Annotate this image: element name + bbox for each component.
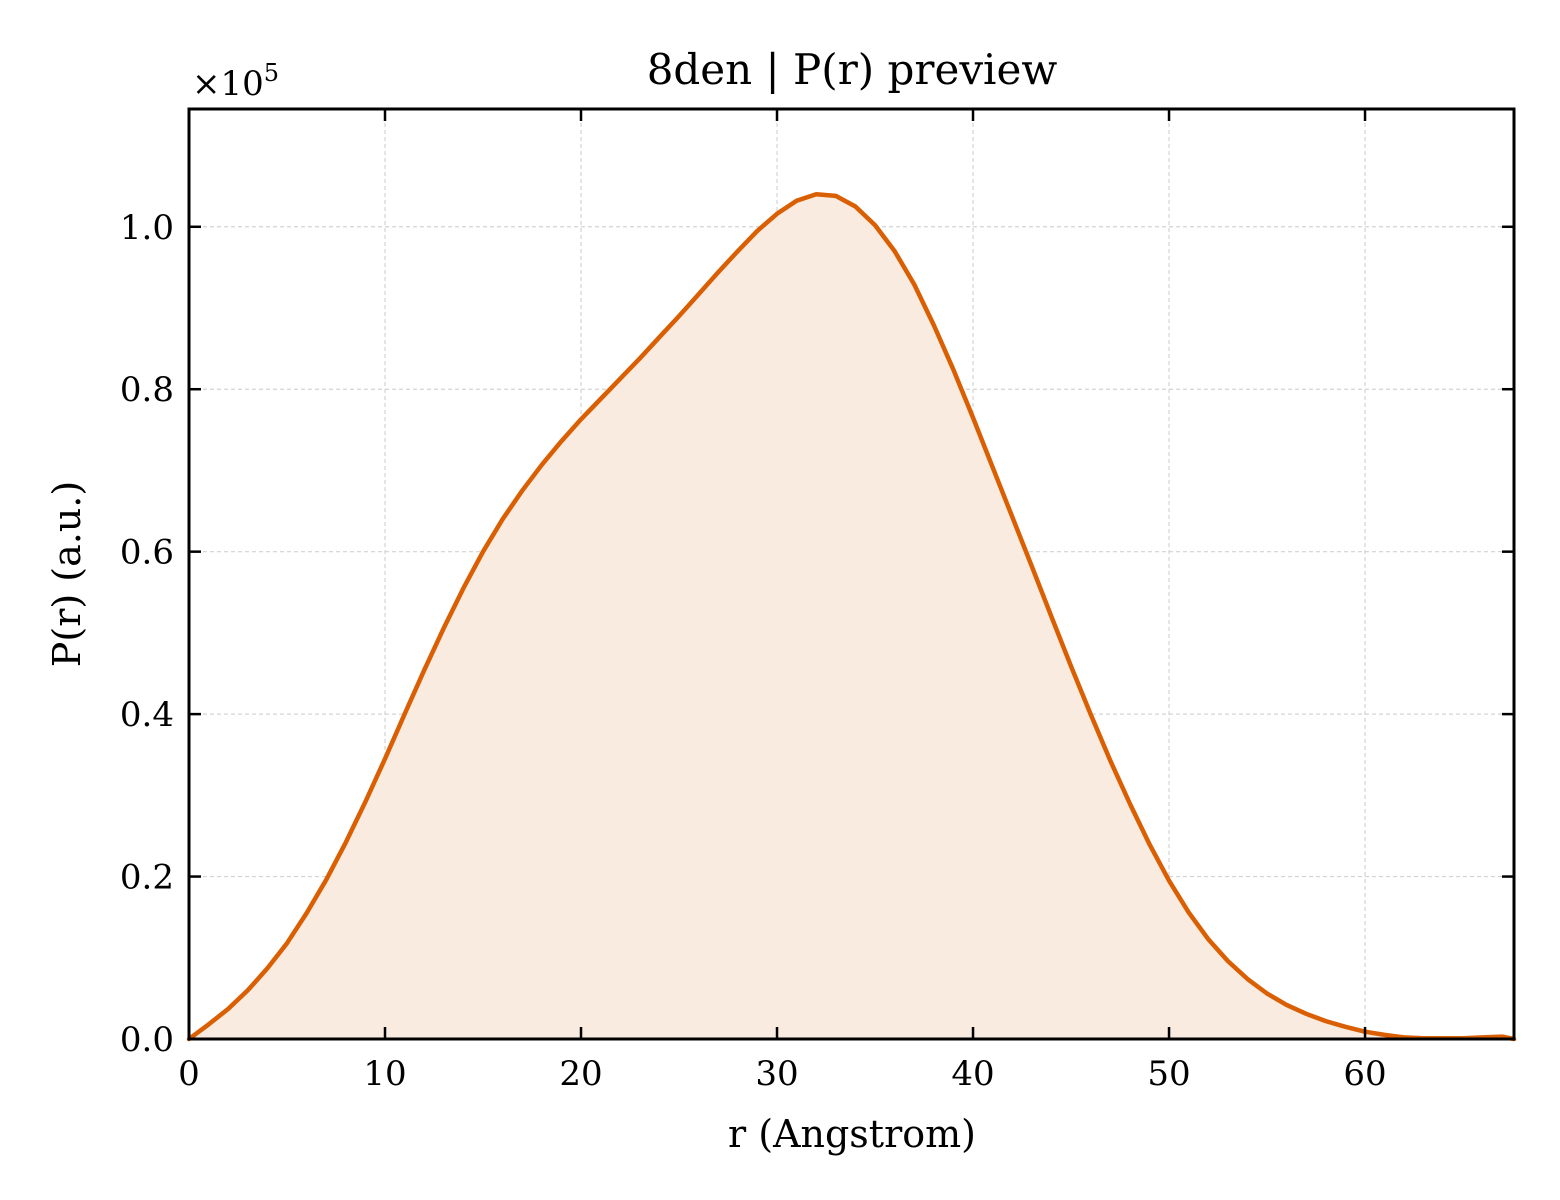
y-tick-labels: 0.0 0.2 0.4 0.6 0.8 1.0 [120,208,174,1060]
x-tick-labels: 0 10 20 30 40 50 60 [178,1054,1386,1094]
x-tick-label: 30 [755,1054,798,1094]
y-tick-label: 0.8 [120,370,174,410]
x-tick-label: 0 [178,1054,200,1094]
y-axis-label: P(r) (a.u.) [45,481,89,667]
series-line [186,192,1517,1042]
y-tick-label: 0.2 [120,858,174,898]
x-tick-label: 60 [1343,1054,1386,1094]
x-tick-label: 20 [559,1054,602,1094]
y-tick-label: 1.0 [120,208,174,248]
y-tick-label: 0.0 [120,1020,174,1060]
chart-title: 8den | P(r) preview [647,45,1058,94]
x-axis-label: r (Angstrom) [728,1112,976,1156]
y-axis-multiplier: ×105 [192,59,279,104]
x-tick-label: 40 [951,1054,994,1094]
y-axis-multiplier-exponent: 5 [264,59,279,87]
series-fill [189,194,1514,1040]
y-tick-label: 0.4 [120,695,174,735]
x-tick-label: 50 [1147,1054,1190,1094]
y-axis-multiplier-base: ×10 [192,64,264,104]
data-area [186,192,1517,1042]
y-tick-label: 0.6 [120,533,174,573]
plot-frame [187,107,1516,1041]
x-tick-label: 10 [363,1054,406,1094]
